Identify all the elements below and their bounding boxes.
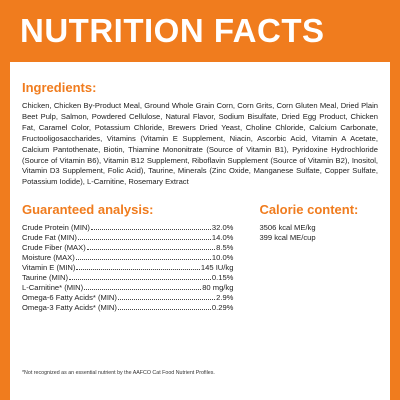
ingredients-section: Ingredients: Chicken, Chicken By-Product… bbox=[22, 80, 378, 188]
analysis-rows: Crude Protein (MIN) 32.0% Crude Fat (MIN)… bbox=[22, 223, 233, 313]
guaranteed-analysis-section: Guaranteed analysis: Crude Protein (MIN)… bbox=[22, 202, 233, 313]
dot-leader bbox=[117, 303, 211, 311]
header-banner: NUTRITION FACTS bbox=[0, 0, 400, 62]
ingredients-text: Chicken, Chicken By-Product Meal, Ground… bbox=[22, 101, 378, 187]
analysis-value: 10.0% bbox=[211, 253, 234, 263]
analysis-row: Crude Fiber (MAX) 8.5% bbox=[22, 243, 233, 253]
nutrition-card: Ingredients: Chicken, Chicken By-Product… bbox=[10, 62, 390, 400]
dot-leader bbox=[90, 223, 211, 231]
analysis-row: Omega-6 Fatty Acids* (MIN) 2.9% bbox=[22, 293, 233, 303]
analysis-row: L-Carnitine* (MIN) 80 mg/kg bbox=[22, 283, 233, 293]
analysis-row: Omega-3 Fatty Acids* (MIN) 0.29% bbox=[22, 303, 233, 313]
analysis-row: Crude Fat (MIN) 14.0% bbox=[22, 233, 233, 243]
dot-leader bbox=[69, 273, 211, 281]
page-title: NUTRITION FACTS bbox=[20, 12, 325, 49]
dot-leader bbox=[117, 293, 216, 301]
analysis-label: Moisture (MAX) bbox=[22, 253, 75, 263]
guaranteed-analysis-heading: Guaranteed analysis: bbox=[22, 202, 154, 218]
footnote: *Not recognized as an essential nutrient… bbox=[22, 370, 215, 376]
analysis-row: Vitamin E (MIN) 145 IU/kg bbox=[22, 263, 233, 273]
analysis-label: Crude Fat (MIN) bbox=[22, 233, 77, 243]
analysis-label: L-Carnitine* (MIN) bbox=[22, 283, 84, 293]
analysis-value: 145 IU/kg bbox=[200, 263, 234, 273]
analysis-value: 8.5% bbox=[216, 243, 234, 253]
dot-leader bbox=[77, 233, 211, 241]
analysis-label: Taurine (MIN) bbox=[22, 273, 68, 283]
analysis-and-calories: Guaranteed analysis: Crude Protein (MIN)… bbox=[22, 202, 378, 313]
calorie-line: 399 kcal ME/cup bbox=[259, 233, 316, 243]
analysis-value: 0.29% bbox=[211, 303, 234, 313]
analysis-row: Taurine (MIN) 0.15% bbox=[22, 273, 233, 283]
analysis-value: 80 mg/kg bbox=[202, 283, 234, 293]
analysis-value: 32.0% bbox=[211, 223, 234, 233]
ingredients-heading: Ingredients: bbox=[22, 80, 97, 95]
dot-leader bbox=[75, 253, 211, 261]
dot-leader bbox=[86, 243, 216, 251]
analysis-row: Crude Protein (MIN) 32.0% bbox=[22, 223, 233, 233]
calorie-line: 3506 kcal ME/kg bbox=[259, 223, 316, 233]
analysis-value: 2.9% bbox=[216, 293, 234, 303]
dot-leader bbox=[76, 263, 200, 271]
analysis-label: Crude Fiber (MAX) bbox=[22, 243, 86, 253]
analysis-label: Crude Protein (MIN) bbox=[22, 223, 90, 233]
analysis-value: 0.15% bbox=[211, 273, 234, 283]
analysis-label: Omega-6 Fatty Acids* (MIN) bbox=[22, 293, 117, 303]
analysis-value: 14.0% bbox=[211, 233, 234, 243]
dot-leader bbox=[84, 283, 202, 291]
analysis-label: Omega-3 Fatty Acids* (MIN) bbox=[22, 303, 117, 313]
calorie-content-section: Calorie content: 3506 kcal ME/kg 399 kca… bbox=[259, 202, 378, 313]
analysis-label: Vitamin E (MIN) bbox=[22, 263, 76, 273]
analysis-row: Moisture (MAX) 10.0% bbox=[22, 253, 233, 263]
calorie-content-heading: Calorie content: bbox=[259, 202, 359, 218]
